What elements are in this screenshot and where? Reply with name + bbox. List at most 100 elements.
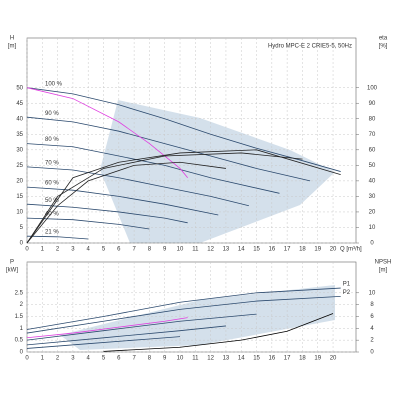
x-tick-label: 13 bbox=[223, 247, 230, 253]
y-tick-label: 2.5 bbox=[15, 290, 24, 296]
x-tick-label: 18 bbox=[299, 247, 306, 253]
y-tick-label: 35 bbox=[16, 132, 23, 138]
y2-tick-label: 80 bbox=[369, 116, 376, 122]
curve bbox=[26, 313, 257, 341]
x-tick-label: 9 bbox=[163, 356, 167, 362]
y-axis-unit: [m] bbox=[8, 44, 17, 50]
x-tick-label: 13 bbox=[223, 356, 230, 362]
x-tick-label: 2 bbox=[56, 247, 60, 253]
y-tick-label: 0 bbox=[20, 350, 24, 356]
x-tick-label: 14 bbox=[238, 356, 245, 362]
x-tick-label: 7 bbox=[132, 356, 136, 362]
curve bbox=[26, 217, 150, 230]
x-tick-label: 11 bbox=[192, 247, 199, 253]
x-tick-label: 17 bbox=[284, 247, 291, 253]
x-tick-label: 4 bbox=[87, 247, 91, 253]
y-tick-label: 25 bbox=[16, 163, 23, 169]
curve bbox=[26, 166, 249, 207]
curve-label: 70 % bbox=[45, 160, 59, 166]
y-tick-label: 0.5 bbox=[15, 338, 24, 344]
curve bbox=[26, 287, 341, 330]
y2-tick-label: 10 bbox=[369, 290, 376, 296]
x-tick-label: 10 bbox=[177, 356, 184, 362]
curve-label: 100 % bbox=[45, 81, 63, 87]
x-tick-label: 18 bbox=[299, 356, 306, 362]
x-tick-label: 20 bbox=[330, 247, 337, 253]
curve bbox=[26, 186, 219, 216]
y2-tick-label: 30 bbox=[369, 194, 376, 200]
y-axis-label: P bbox=[10, 260, 14, 266]
y2-tick-label: 60 bbox=[369, 147, 376, 153]
operating-area bbox=[60, 285, 335, 350]
curve-label: 40 % bbox=[45, 212, 59, 218]
x-tick-label: 10 bbox=[177, 247, 184, 253]
y2-tick-label: 0 bbox=[370, 241, 374, 247]
x-tick-label: 3 bbox=[71, 247, 75, 253]
y-tick-label: 1 bbox=[20, 326, 24, 332]
y-tick-label: 1.5 bbox=[15, 314, 24, 320]
x-tick-label: 12 bbox=[207, 356, 214, 362]
y-tick-label: 45 bbox=[16, 101, 23, 107]
y-axis-label: H bbox=[10, 36, 14, 42]
y2-tick-label: 8 bbox=[370, 302, 374, 308]
y2-tick-label: 90 bbox=[369, 101, 376, 107]
y-axis-unit: [kW] bbox=[6, 268, 18, 274]
x-tick-label: 19 bbox=[314, 356, 321, 362]
curve bbox=[103, 313, 334, 352]
x-tick-label: 14 bbox=[238, 247, 245, 253]
x-tick-label: 2 bbox=[56, 356, 60, 362]
x-tick-label: 15 bbox=[253, 356, 260, 362]
x-tick-label: 5 bbox=[102, 247, 106, 253]
curve-label: 80 % bbox=[45, 137, 59, 143]
y-tick-label: 50 bbox=[16, 85, 23, 91]
y2-axis-unit: [m] bbox=[379, 268, 388, 274]
curve bbox=[26, 149, 341, 244]
y2-axis-label: NPSH bbox=[375, 260, 392, 266]
y-tick-label: 40 bbox=[16, 116, 23, 122]
y2-axis-label: eta bbox=[379, 36, 388, 42]
y2-tick-label: 4 bbox=[370, 326, 374, 332]
curve bbox=[26, 295, 341, 334]
y2-tick-label: 100 bbox=[367, 85, 378, 91]
x-tick-label: 11 bbox=[192, 356, 199, 362]
curve-label: 21 % bbox=[45, 230, 59, 236]
x-tick-label: 12 bbox=[207, 247, 214, 253]
curve bbox=[26, 161, 226, 244]
y-tick-label: 5 bbox=[20, 225, 24, 231]
x-tick-label: 6 bbox=[117, 356, 121, 362]
curve-label: P2 bbox=[343, 290, 351, 296]
y-tick-label: 0 bbox=[20, 241, 24, 247]
y-tick-label: 10 bbox=[16, 210, 23, 216]
y-tick-label: 15 bbox=[16, 194, 23, 200]
x-tick-label: 6 bbox=[117, 247, 121, 253]
y2-axis-unit: [%] bbox=[379, 44, 388, 50]
x-tick-label: 0 bbox=[25, 247, 29, 253]
y2-tick-label: 10 bbox=[369, 225, 376, 231]
y2-tick-label: 0 bbox=[370, 350, 374, 356]
x-tick-label: 1 bbox=[41, 247, 45, 253]
x-tick-label: 9 bbox=[163, 247, 167, 253]
x-tick-label: 16 bbox=[268, 356, 275, 362]
chart-title: Hydro MPC-E 2 CRIE5-5, 50Hz bbox=[268, 44, 352, 50]
y2-tick-label: 70 bbox=[369, 132, 376, 138]
curve bbox=[26, 152, 303, 244]
curve bbox=[26, 116, 311, 182]
x-tick-label: 19 bbox=[314, 247, 321, 253]
y2-tick-label: 2 bbox=[370, 338, 374, 344]
curve bbox=[26, 317, 188, 339]
x-tick-label: 7 bbox=[132, 247, 136, 253]
y2-tick-label: 6 bbox=[370, 314, 374, 320]
y2-tick-label: 40 bbox=[369, 178, 376, 184]
x-tick-label: 8 bbox=[148, 247, 152, 253]
y-tick-label: 2 bbox=[20, 302, 24, 308]
x-axis-label: Q [m³/h] bbox=[340, 247, 362, 253]
y-tick-label: 20 bbox=[16, 178, 23, 184]
curve-label: 60 % bbox=[45, 181, 59, 187]
curve bbox=[26, 325, 226, 346]
x-tick-label: 4 bbox=[87, 356, 91, 362]
y2-tick-label: 50 bbox=[369, 163, 376, 169]
x-tick-label: 15 bbox=[253, 247, 260, 253]
x-tick-label: 3 bbox=[71, 356, 75, 362]
x-tick-label: 0 bbox=[25, 356, 29, 362]
